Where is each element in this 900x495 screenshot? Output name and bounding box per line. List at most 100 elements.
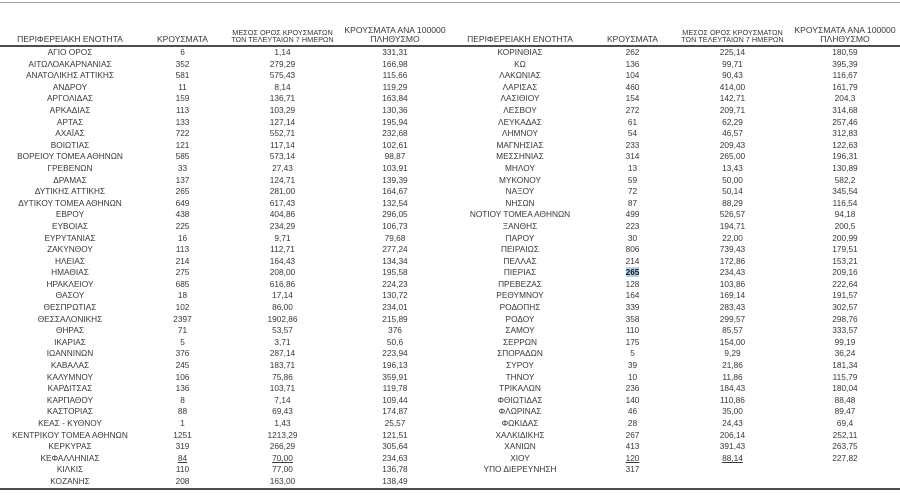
cases-cell[interactable]: 18 <box>140 290 225 302</box>
per100k-cell[interactable]: 132,54 <box>340 198 450 210</box>
avg7-cell[interactable]: 3,71 <box>225 337 340 349</box>
avg7-cell[interactable]: 184,43 <box>675 383 790 395</box>
per100k-cell[interactable]: 195,94 <box>340 117 450 129</box>
region-name-cell[interactable]: ΑΙΤΩΛΟΑΚΑΡΝΑΝΙΑΣ <box>0 59 140 71</box>
avg7-cell[interactable]: 209,71 <box>675 105 790 117</box>
avg7-cell[interactable]: 391,43 <box>675 441 790 453</box>
per100k-cell[interactable]: 119,78 <box>340 383 450 395</box>
per100k-cell[interactable]: 195,58 <box>340 267 450 279</box>
avg7-cell[interactable]: 103,86 <box>675 279 790 291</box>
cases-cell[interactable]: 54 <box>590 128 675 140</box>
avg7-cell[interactable] <box>675 464 790 476</box>
region-name-cell[interactable]: ΙΚΑΡΙΑΣ <box>0 337 140 349</box>
cases-cell[interactable]: 113 <box>140 244 225 256</box>
avg7-cell[interactable]: 1,43 <box>225 418 340 430</box>
region-name-cell[interactable]: ΜΑΓΝΗΣΙΑΣ <box>450 140 590 152</box>
cases-cell[interactable]: 265 <box>140 186 225 198</box>
avg7-cell[interactable]: 88,14 <box>675 453 790 465</box>
per100k-cell[interactable]: 223,94 <box>340 348 450 360</box>
avg7-cell[interactable]: 414,00 <box>675 82 790 94</box>
region-name-cell[interactable]: ΣΥΡΟΥ <box>450 360 590 372</box>
region-name-cell[interactable]: ΑΡΚΑΔΙΑΣ <box>0 105 140 117</box>
per100k-cell[interactable]: 224,23 <box>340 279 450 291</box>
cases-cell[interactable]: 102 <box>140 302 225 314</box>
per100k-cell[interactable]: 130,89 <box>790 163 900 175</box>
region-name-cell[interactable]: ΖΑΚΥΝΘΟΥ <box>0 244 140 256</box>
region-name-cell[interactable]: ΠΡΕΒΕΖΑΣ <box>450 279 590 291</box>
cases-cell[interactable]: 236 <box>590 383 675 395</box>
avg7-cell[interactable]: 103,71 <box>225 383 340 395</box>
avg7-cell[interactable]: 85,57 <box>675 325 790 337</box>
cases-cell[interactable]: 319 <box>140 441 225 453</box>
cases-cell[interactable]: 110 <box>590 325 675 337</box>
region-name-cell[interactable]: ΘΗΡΑΣ <box>0 325 140 337</box>
avg7-cell[interactable]: 281,00 <box>225 186 340 198</box>
cases-cell[interactable]: 585 <box>140 151 225 163</box>
avg7-cell[interactable]: 17,14 <box>225 290 340 302</box>
cases-cell[interactable]: 1251 <box>140 430 225 442</box>
avg7-cell[interactable]: 136,71 <box>225 93 340 105</box>
cases-cell[interactable]: 16 <box>140 233 225 245</box>
avg7-cell[interactable]: 24,43 <box>675 418 790 430</box>
per100k-cell[interactable]: 302,57 <box>790 302 900 314</box>
per100k-cell[interactable]: 252,11 <box>790 430 900 442</box>
region-name-cell[interactable]: ΧΑΛΚΙΔΙΚΗΣ <box>450 430 590 442</box>
per100k-cell[interactable]: 94,18 <box>790 209 900 221</box>
per100k-cell[interactable]: 122,63 <box>790 140 900 152</box>
cases-cell[interactable]: 5 <box>140 337 225 349</box>
region-name-cell[interactable]: ΔΥΤΙΚΟΥ ΤΟΜΕΑ ΑΘΗΝΩΝ <box>0 198 140 210</box>
region-name-cell[interactable]: ΝΗΣΩΝ <box>450 198 590 210</box>
per100k-cell[interactable]: 130,72 <box>340 290 450 302</box>
avg7-cell[interactable]: 183,71 <box>225 360 340 372</box>
cases-cell[interactable]: 262 <box>590 46 675 59</box>
per100k-cell[interactable]: 99,19 <box>790 337 900 349</box>
avg7-cell[interactable]: 172,86 <box>675 256 790 268</box>
per100k-cell[interactable]: 121,51 <box>340 430 450 442</box>
cases-cell[interactable]: 8 <box>140 395 225 407</box>
avg7-cell[interactable]: 77,00 <box>225 464 340 476</box>
per100k-cell[interactable]: 191,57 <box>790 290 900 302</box>
per100k-cell[interactable]: 116,67 <box>790 70 900 82</box>
per100k-cell[interactable]: 204,3 <box>790 93 900 105</box>
per100k-cell[interactable]: 115,66 <box>340 70 450 82</box>
per100k-cell[interactable]: 296,05 <box>340 209 450 221</box>
per100k-cell[interactable] <box>790 464 900 476</box>
region-name-cell[interactable]: ΝΟΤΙΟΥ ΤΟΜΕΑ ΑΘΗΝΩΝ <box>450 209 590 221</box>
per100k-cell[interactable]: 164,67 <box>340 186 450 198</box>
per100k-cell[interactable]: 277,24 <box>340 244 450 256</box>
cases-cell[interactable]: 39 <box>590 360 675 372</box>
cases-cell[interactable]: 137 <box>140 175 225 187</box>
cases-cell[interactable]: 13 <box>590 163 675 175</box>
region-name-cell[interactable]: ΛΑΣΙΘΙΟΥ <box>450 93 590 105</box>
per100k-cell[interactable]: 163,84 <box>340 93 450 105</box>
per100k-cell[interactable]: 196,13 <box>340 360 450 372</box>
region-name-cell[interactable]: ΑΝΔΡΟΥ <box>0 82 140 94</box>
cases-cell[interactable]: 272 <box>590 105 675 117</box>
avg7-cell[interactable]: 208,00 <box>225 267 340 279</box>
cases-cell[interactable]: 72 <box>590 186 675 198</box>
region-name-cell[interactable]: ΗΜΑΘΙΑΣ <box>0 267 140 279</box>
cases-cell[interactable]: 413 <box>590 441 675 453</box>
region-name-cell[interactable]: ΗΡΑΚΛΕΙΟΥ <box>0 279 140 291</box>
cases-cell[interactable]: 214 <box>590 256 675 268</box>
avg7-cell[interactable]: 1,14 <box>225 46 340 59</box>
cases-cell[interactable]: 84 <box>140 453 225 465</box>
cases-cell[interactable]: 214 <box>140 256 225 268</box>
region-name-cell[interactable]: ΠΙΕΡΙΑΣ <box>450 267 590 279</box>
region-name-cell[interactable]: ΑΝΑΤΟΛΙΚΗΣ ΑΤΤΙΚΗΣ <box>0 70 140 82</box>
avg7-cell[interactable]: 234,43 <box>675 267 790 279</box>
per100k-cell[interactable]: 582,2 <box>790 175 900 187</box>
avg7-cell[interactable]: 164,43 <box>225 256 340 268</box>
cases-cell[interactable]: 499 <box>590 209 675 221</box>
region-name-cell[interactable]: ΜΗΛΟΥ <box>450 163 590 175</box>
avg7-cell[interactable]: 287,14 <box>225 348 340 360</box>
avg7-cell[interactable]: 616,86 <box>225 279 340 291</box>
cases-cell[interactable]: 358 <box>590 314 675 326</box>
cases-cell[interactable]: 164 <box>590 290 675 302</box>
region-name-cell[interactable]: ΠΕΙΡΑΙΩΣ <box>450 244 590 256</box>
avg7-cell[interactable]: 526,57 <box>675 209 790 221</box>
per100k-cell[interactable]: 98,87 <box>340 151 450 163</box>
per100k-cell[interactable]: 200,5 <box>790 221 900 233</box>
per100k-cell[interactable]: 257,46 <box>790 117 900 129</box>
cases-cell[interactable]: 133 <box>140 117 225 129</box>
